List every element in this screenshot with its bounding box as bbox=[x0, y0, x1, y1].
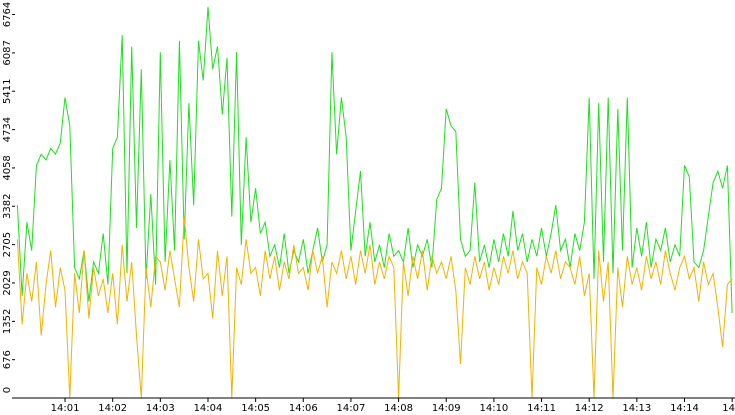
y-tick-label: 4734 bbox=[2, 117, 13, 142]
y-tick-label: 6087 bbox=[2, 40, 13, 65]
x-tick-label: 14:08 bbox=[384, 403, 413, 414]
y-tick-label: 4058 bbox=[2, 155, 13, 180]
x-tick-label: 14:11 bbox=[527, 403, 556, 414]
x-tick-label: 14:14 bbox=[670, 403, 699, 414]
series-line bbox=[16, 6, 733, 314]
y-tick-label: 0 bbox=[2, 387, 13, 393]
x-tick-label: 14:09 bbox=[432, 403, 461, 414]
x-tick-label: 14:01 bbox=[51, 403, 80, 414]
y-tick-label: 2705 bbox=[2, 232, 13, 257]
x-tick-label: 14:03 bbox=[146, 403, 175, 414]
x-tick-label: 14:12 bbox=[575, 403, 604, 414]
x-tick-label: 14:13 bbox=[622, 403, 651, 414]
series-line bbox=[16, 216, 733, 399]
x-tick-label: 14:07 bbox=[337, 403, 366, 414]
y-tick-label: 3382 bbox=[2, 194, 13, 219]
x-tick-label: 14:05 bbox=[241, 403, 270, 414]
x-tick-label: 14:06 bbox=[289, 403, 318, 414]
x-tick-label: 14:04 bbox=[194, 403, 223, 414]
y-tick-label: 1352 bbox=[2, 309, 13, 334]
y-tick-label: 6764 bbox=[2, 2, 13, 27]
y-tick-label: 676 bbox=[2, 350, 13, 369]
y-tick-label: 2029 bbox=[2, 270, 13, 295]
x-tick-label: 14:10 bbox=[479, 403, 508, 414]
x-tick-label: 14 bbox=[722, 403, 735, 414]
y-tick-label: 5411 bbox=[2, 78, 13, 103]
x-tick-label: 14:02 bbox=[98, 403, 127, 414]
